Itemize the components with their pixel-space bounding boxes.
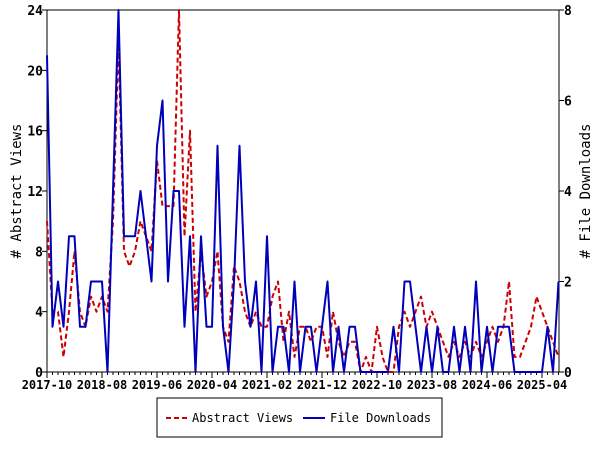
legend-label-abstract-views: Abstract Views (192, 411, 293, 425)
y-axis-label: # Abstract Views (9, 124, 25, 259)
series-lines (47, 10, 559, 372)
x-tick-label: 2020-04 (187, 378, 238, 392)
y-tick-label: 16 (27, 125, 43, 140)
series-line-file-downloads (47, 10, 559, 372)
x-tick-label: 2023-08 (407, 378, 458, 392)
x-tick-label: 2021-02 (242, 378, 293, 392)
y-tick-label: 8 (35, 245, 43, 260)
x-tick-label: 2021-12 (297, 378, 348, 392)
x-tick-label: 2022-10 (352, 378, 403, 392)
x-tick-label: 2025-04 (517, 378, 568, 392)
y2-tick-label: 6 (564, 95, 572, 110)
y-tick-label: 24 (27, 4, 43, 19)
x-tick-label: 2019-06 (132, 378, 183, 392)
y-tick-label: 4 (35, 306, 43, 321)
y-tick-label: 20 (27, 64, 43, 79)
x-tick-label: 2024-06 (462, 378, 513, 392)
legend-label-file-downloads: File Downloads (330, 411, 431, 425)
x-tick-label: 2018-08 (77, 378, 128, 392)
y2-tick-label: 4 (564, 185, 572, 200)
y-tick-label: 12 (27, 185, 43, 200)
y2-axis-label: # File Downloads (578, 124, 594, 259)
y2-tick-label: 8 (564, 4, 572, 19)
legend: Abstract Views File Downloads (157, 398, 442, 437)
y2-tick-label: 2 (564, 276, 572, 291)
x-tick-label: 2017-10 (22, 378, 73, 392)
